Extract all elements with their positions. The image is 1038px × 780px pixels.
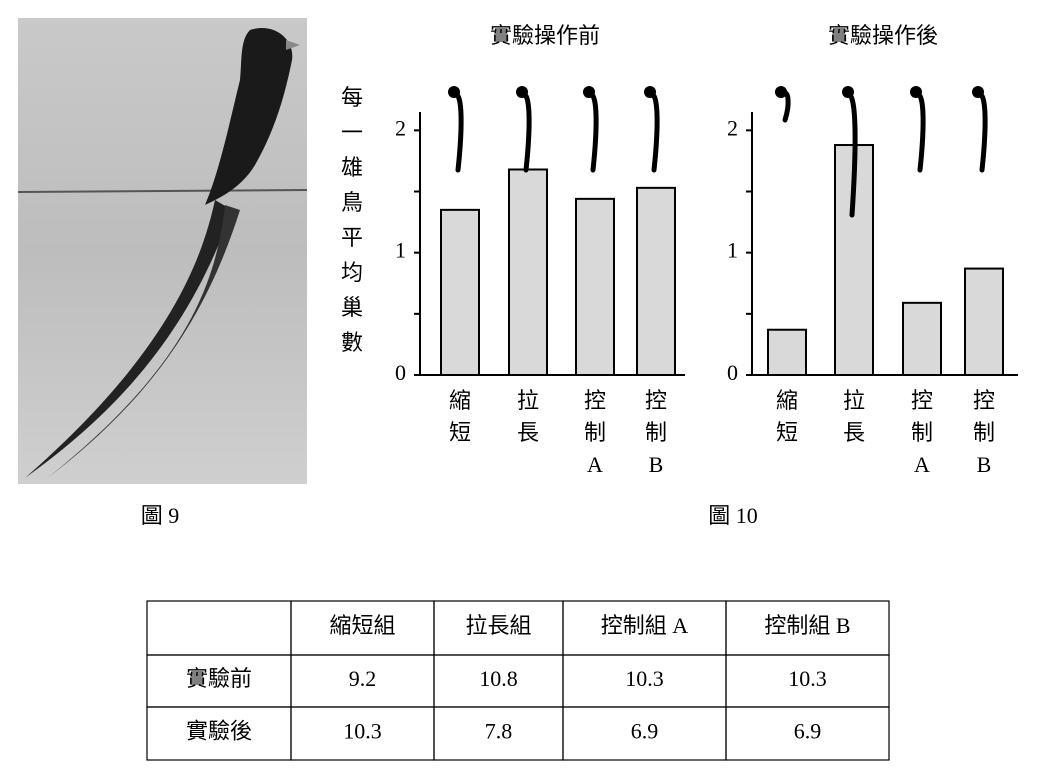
y-tick-label: 0	[395, 360, 406, 385]
bar	[902, 301, 942, 377]
row-label: 實驗後	[186, 719, 252, 744]
tail-icon	[517, 91, 532, 173]
tail-icon	[973, 91, 988, 173]
x-tick-label: 縮短	[776, 388, 798, 445]
bar	[508, 168, 548, 376]
tail-icon	[584, 91, 599, 173]
bird-head	[775, 86, 787, 98]
bird-head	[910, 86, 922, 98]
y-tick-label: 1	[395, 238, 406, 263]
y-tick-label: 2	[727, 115, 738, 140]
bird-head	[972, 86, 984, 98]
bird-photo	[17, 18, 308, 484]
bird-head	[583, 86, 595, 98]
x-tick-label: 控制 A	[584, 388, 606, 477]
y-tick-label: 2	[395, 115, 406, 140]
x-tick-label: 控制 A	[911, 388, 933, 477]
table-value: 10.3	[788, 666, 827, 691]
figure-caption: 圖 10	[708, 503, 758, 528]
bar	[575, 197, 615, 376]
figure-caption: 圖 9	[141, 503, 180, 528]
bar	[440, 208, 480, 376]
bird-head	[644, 86, 656, 98]
bird-head	[516, 86, 528, 98]
table-value: 10.3	[625, 666, 664, 691]
table-value: 10.8	[479, 666, 518, 691]
x-tick-label: 拉長	[517, 388, 539, 445]
y-axis-label: 每一雄鳥平均巢數	[341, 85, 363, 355]
table-header: 控制組 B	[764, 613, 850, 638]
table-value: 6.9	[631, 719, 659, 744]
table-value: 6.9	[794, 719, 822, 744]
table-value: 7.8	[485, 719, 513, 744]
table-header: 拉長組	[465, 613, 531, 638]
bar	[767, 328, 807, 376]
y-tick-label: 1	[727, 238, 738, 263]
x-tick-label: 控制 B	[973, 388, 995, 477]
x-tick-label: 拉長	[843, 388, 865, 445]
table-value: 10.3	[343, 719, 382, 744]
tail-icon	[645, 91, 660, 173]
bird-head	[842, 86, 854, 98]
table-header: 縮短組	[329, 613, 395, 638]
table-value: 9.2	[349, 666, 377, 691]
table-cell	[725, 706, 890, 761]
tail-icon	[449, 91, 464, 173]
x-tick-label: 縮短	[449, 388, 471, 445]
y-tick-label: 0	[727, 360, 738, 385]
chart-title: 實驗操作前	[490, 23, 600, 48]
bird-head	[448, 86, 460, 98]
tail-icon	[911, 91, 926, 173]
table-header: 控制組 A	[601, 613, 689, 638]
x-tick-label: 控制 B	[645, 388, 667, 477]
bar	[964, 267, 1004, 377]
row-label: 實驗前	[186, 666, 252, 691]
chart-title: 實驗操作後	[828, 23, 938, 48]
table-cell	[146, 600, 292, 656]
bar	[636, 186, 676, 376]
